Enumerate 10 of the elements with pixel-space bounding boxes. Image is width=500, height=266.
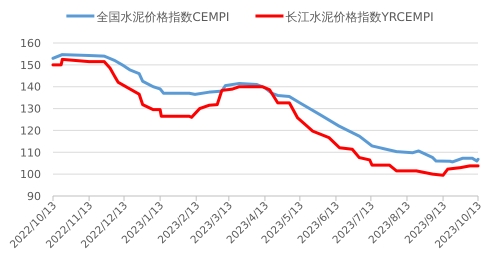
y-tick-label: 130 [20, 102, 41, 116]
y-tick-label: 160 [20, 37, 41, 50]
y-tick-label: 150 [20, 58, 41, 72]
y-tick-label: 110 [20, 146, 41, 160]
legend-label: 全国水泥价格指数CEMPI [96, 10, 230, 24]
y-tick-label: 140 [20, 80, 41, 94]
legend-label: 长江水泥价格指数YRCEMPI [285, 10, 434, 24]
y-tick-label: 90 [27, 190, 41, 203]
y-tick-label: 100 [20, 168, 41, 182]
y-tick-label: 120 [20, 124, 41, 138]
